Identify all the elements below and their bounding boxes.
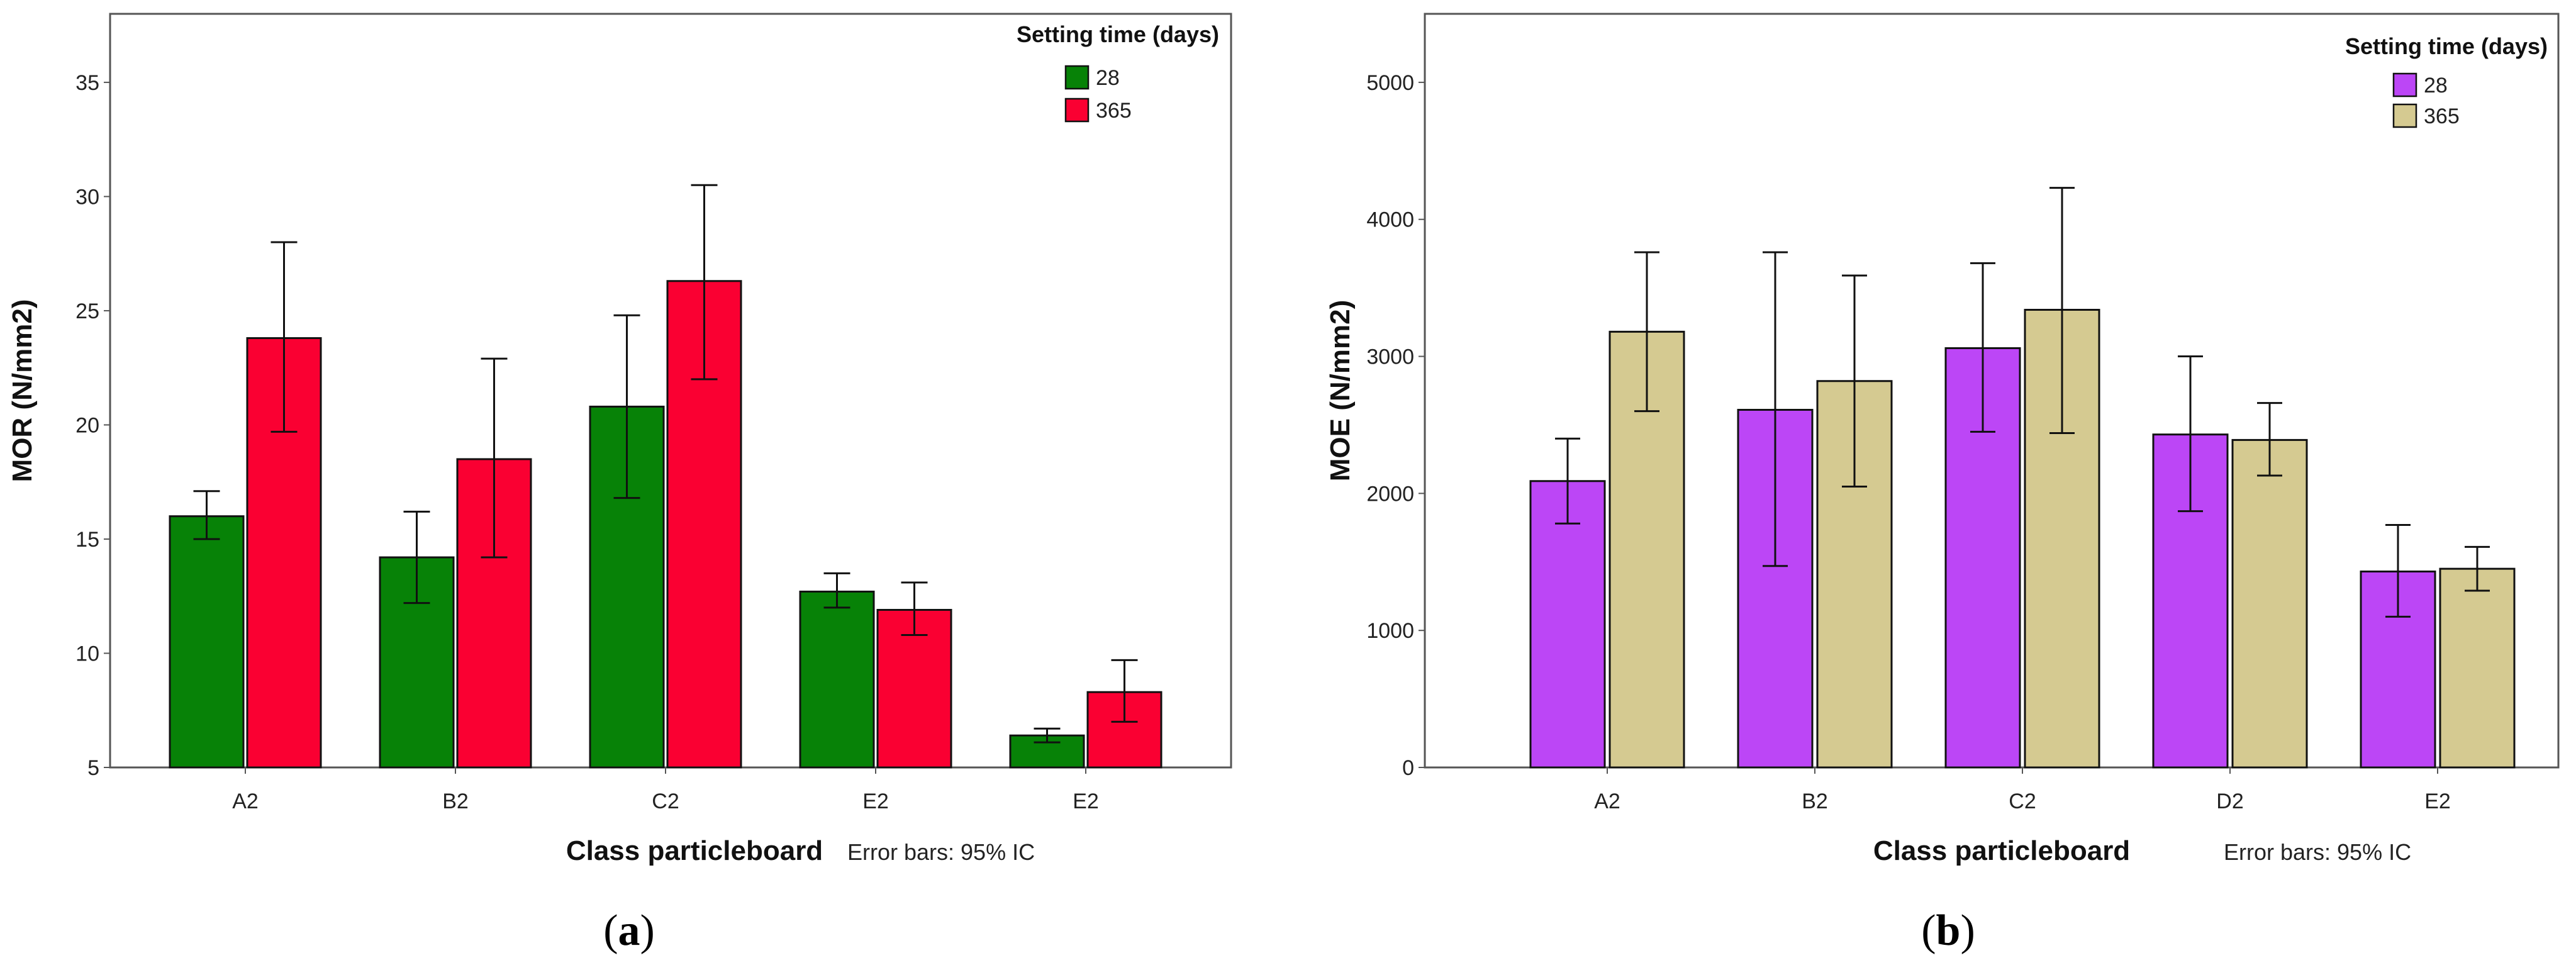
x-tick-label: E2 <box>862 789 889 813</box>
y-tick-label: 3000 <box>1366 345 1414 369</box>
y-tick-label: 4000 <box>1366 208 1414 232</box>
bars <box>169 280 1163 769</box>
error-bars <box>193 184 1138 744</box>
legend-title: Setting time (days) <box>2345 33 2548 59</box>
y-axis-title: MOE (N/mm2) <box>1325 300 1356 481</box>
y-tick-label: 5000 <box>1366 71 1414 95</box>
legend-label-365: 365 <box>2424 104 2460 128</box>
x-tick-label: B2 <box>442 789 469 813</box>
panel-label-b: (b) <box>1921 906 1975 955</box>
y-tick-label: 1000 <box>1366 619 1414 643</box>
x-tick-label: E2 <box>2424 789 2451 813</box>
y-tick-label: 35 <box>75 71 99 95</box>
x-tick-label: E2 <box>1073 789 1099 813</box>
bar-28 <box>799 590 875 769</box>
chart-moe: 0 1000 2000 3000 4000 5000 A2 B2 C2 D2 E2 MOE (N/… <box>1325 13 2560 866</box>
y-tick-label: 30 <box>75 185 99 209</box>
y-axis-ticks: 0 1000 2000 3000 4000 5000 <box>1366 71 1425 780</box>
y-tick-label: 2000 <box>1366 482 1414 506</box>
y-tick-label: 20 <box>75 413 99 437</box>
legend-label-28: 28 <box>2424 74 2448 98</box>
bar-365 <box>2231 438 2308 769</box>
legend-label-365: 365 <box>1096 99 1132 123</box>
x-axis-ticks: A2 B2 C2 E2 E2 <box>232 767 1099 813</box>
bars <box>1529 308 2516 769</box>
chart-mor: 5 10 15 20 25 30 35 A2 B2 C2 E2 E2 MOR (N/mm2) Cla… <box>7 13 1232 866</box>
bar-365 <box>2439 567 2516 769</box>
x-axis-title: Class particleboard <box>1873 835 2130 866</box>
legend-swatch-365 <box>2392 103 2417 128</box>
bar-28 <box>169 515 245 769</box>
x-axis-title: Class particleboard <box>566 835 823 866</box>
y-tick-label: 25 <box>75 299 99 323</box>
legend-swatch-28 <box>2392 72 2417 98</box>
legend-label-28: 28 <box>1096 66 1120 90</box>
y-axis-ticks: 5 10 15 20 25 30 35 <box>75 71 110 780</box>
error-bars-note: Error bars: 95% IC <box>2224 839 2411 865</box>
bar-28 <box>1529 480 1606 769</box>
x-axis-ticks: A2 B2 C2 D2 E2 <box>1594 767 2451 813</box>
y-axis-title: MOR (N/mm2) <box>7 299 38 482</box>
legend-title: Setting time (days) <box>1017 21 1219 47</box>
legend-swatch-365 <box>1064 98 1090 123</box>
y-tick-label: 15 <box>75 528 99 552</box>
y-tick-label: 0 <box>1402 756 1414 780</box>
x-tick-label: C2 <box>2009 789 2036 813</box>
x-tick-label: A2 <box>232 789 259 813</box>
legend-swatch-28 <box>1064 65 1090 90</box>
bar-365 <box>666 280 742 769</box>
x-tick-label: A2 <box>1594 789 1620 813</box>
x-tick-label: B2 <box>1802 789 1828 813</box>
bar-365 <box>876 609 952 769</box>
y-tick-label: 10 <box>75 642 99 666</box>
panel-label-a: (a) <box>603 906 655 955</box>
x-tick-label: D2 <box>2216 789 2243 813</box>
error-bars-note: Error bars: 95% IC <box>847 839 1035 865</box>
y-tick-label: 5 <box>87 756 99 780</box>
x-tick-label: C2 <box>652 789 679 813</box>
error-bars <box>1555 187 2490 618</box>
